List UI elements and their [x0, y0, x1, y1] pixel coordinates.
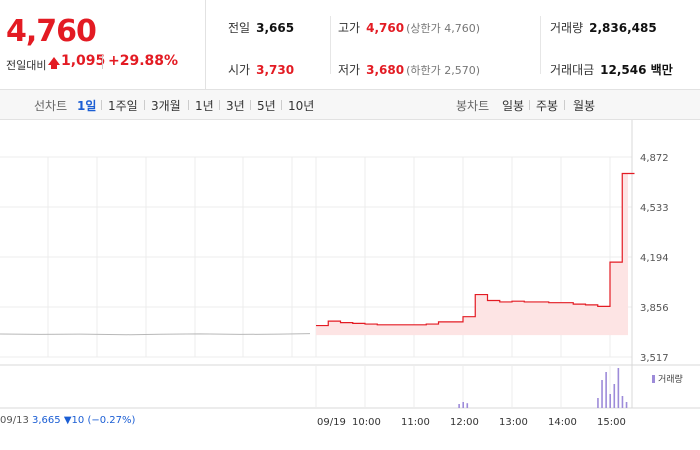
divider [281, 100, 282, 110]
volume-bar [605, 372, 607, 408]
period-3m[interactable]: 3개월 [151, 99, 181, 113]
volume-bar [621, 396, 624, 408]
y-tick-label: 4,533 [640, 203, 669, 214]
prev-day-close: 3,665 [32, 415, 61, 426]
divider [564, 100, 565, 110]
x-axis: 09/19 10:00 11:00 12:00 13:00 14:00 15:00 [317, 417, 626, 428]
change-value: 1,095 [61, 53, 106, 69]
up-arrow-icon [48, 57, 60, 69]
divider [101, 100, 102, 110]
x-tick-label: 11:00 [401, 417, 430, 428]
stat-value: 3,680 [366, 63, 405, 77]
stat-label: 고가 [338, 21, 361, 35]
volume-bar [601, 380, 603, 408]
divider [330, 16, 331, 74]
candle-weekly[interactable]: 주봉 [536, 99, 559, 113]
stat-label: 전일 [228, 21, 251, 35]
line-chart-label: 선차트 [34, 99, 68, 113]
prev-day-line [0, 333, 311, 336]
stat-value: 3,730 [256, 63, 295, 77]
volume-bar [466, 403, 469, 408]
stat-value: 3,665 [256, 21, 295, 35]
period-1y[interactable]: 1년 [195, 99, 214, 113]
y-tick-label: 3,517 [640, 353, 669, 364]
price-chart: 4,872 4,533 4,194 3,856 3,517 09/19 10:00 11:0… [0, 120, 700, 428]
stat-label: 저가 [338, 63, 361, 77]
stat-value: 4,760 [366, 21, 405, 35]
y-tick-label: 4,194 [640, 253, 669, 264]
divider [250, 100, 251, 110]
volume-swatch [652, 375, 655, 383]
prev-day-date: 09/13 [0, 415, 29, 426]
stat-value: 12,546 백만 [600, 63, 673, 77]
volume-bar [609, 394, 611, 408]
volume-bar [458, 404, 460, 408]
stat-prev-close: 전일 3,665 [228, 19, 294, 36]
period-1d[interactable]: 1일 [77, 99, 97, 113]
x-tick-label: 15:00 [597, 417, 626, 428]
period-10y[interactable]: 10년 [288, 99, 315, 113]
stat-value: 2,836,485 [589, 21, 657, 35]
prev-day-change: ▼10 (−0.27%) [63, 415, 136, 426]
x-tick-label: 10:00 [352, 417, 381, 428]
volume-bar [613, 384, 616, 408]
price-box: 4,760 전일대비 1,095 +29.88% [0, 0, 206, 89]
volume-bar [617, 368, 620, 408]
stat-low: 저가 3,680 (하한가 2,570) [338, 61, 480, 78]
divider [188, 100, 189, 110]
chart-menu: 선차트 1일 1주일 3개월 1년 3년 5년 10년 봉차트 일봉 주봉 월봉 [0, 90, 700, 120]
volume-bar [462, 402, 464, 408]
stat-label: 거래대금 [550, 63, 595, 77]
candle-daily[interactable]: 일봉 [502, 99, 525, 113]
stat-label: 거래량 [550, 21, 584, 35]
volume-legend: 거래량 [652, 372, 683, 385]
chart-grid [0, 120, 700, 409]
divider [219, 100, 220, 110]
volume-bars [458, 368, 628, 408]
lower-limit: (하한가 2,570) [406, 64, 480, 77]
divider [102, 55, 103, 69]
prev-day-summary: 09/13 3,665 ▼10 (−0.27%) [0, 415, 135, 426]
x-tick-label: 14:00 [548, 417, 577, 428]
candle-chart-label: 봉차트 [456, 99, 490, 113]
stat-volume: 거래량 2,836,485 [550, 19, 657, 36]
divider [529, 100, 530, 110]
divider [540, 16, 541, 74]
price-line [316, 172, 635, 327]
period-5y[interactable]: 5년 [257, 99, 276, 113]
y-axis: 4,872 4,533 4,194 3,856 3,517 [640, 153, 669, 364]
period-3y[interactable]: 3년 [226, 99, 245, 113]
divider [144, 100, 145, 110]
candle-monthly[interactable]: 월봉 [573, 99, 596, 113]
y-tick-label: 4,872 [640, 153, 669, 164]
x-tick-label: 12:00 [450, 417, 479, 428]
x-tick-label: 13:00 [499, 417, 528, 428]
stat-high: 고가 4,760 (상한가 4,760) [338, 19, 480, 36]
x-tick-label: 09/19 [317, 417, 346, 428]
current-price: 4,760 [6, 14, 97, 49]
stat-amount: 거래대금 12,546 백만 [550, 61, 673, 78]
volume-bar [597, 398, 599, 408]
change-label: 전일대비 [6, 59, 47, 72]
quote-header: 4,760 전일대비 1,095 +29.88% 전일 3,665 시가 3,730… [0, 0, 700, 90]
upper-limit: (상한가 4,760) [406, 22, 480, 35]
volume-legend-label: 거래량 [658, 375, 683, 385]
period-1w[interactable]: 1주일 [108, 99, 138, 113]
change-percent: +29.88% [108, 53, 179, 69]
volume-bar [625, 402, 628, 408]
stat-open: 시가 3,730 [228, 61, 294, 78]
y-tick-label: 3,856 [640, 303, 669, 314]
stat-label: 시가 [228, 63, 251, 77]
